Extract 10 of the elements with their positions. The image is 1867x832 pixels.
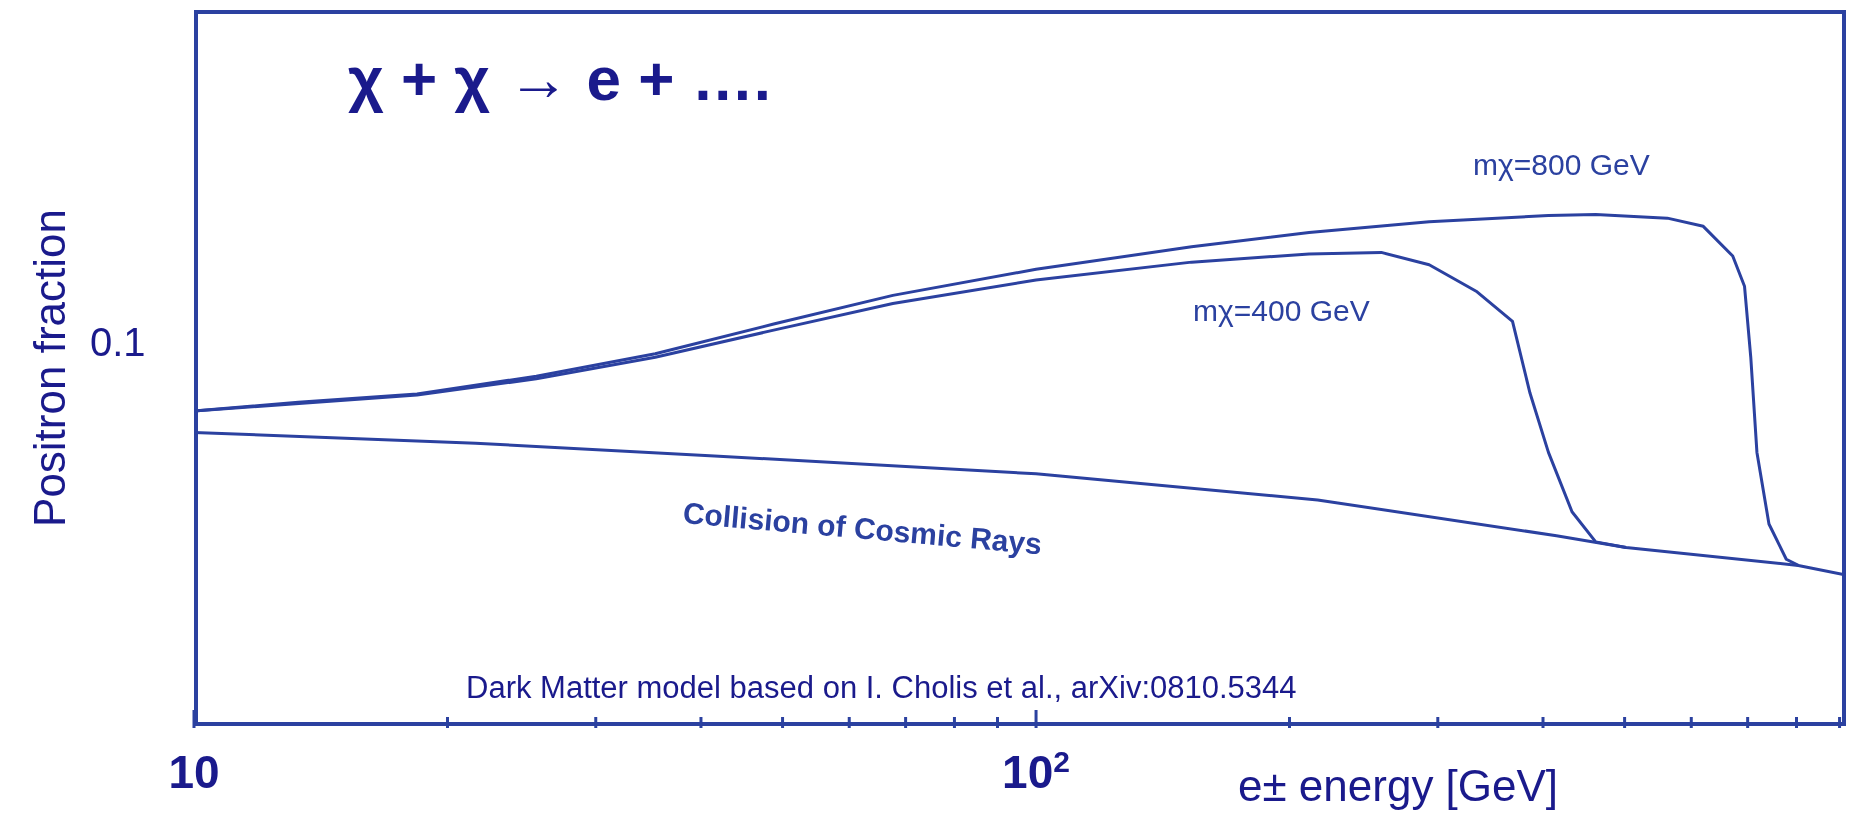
series-label: mχ=800 GeV [1473,148,1650,182]
text: 0.1 [90,320,146,365]
x-tick-label: 10 [168,746,220,798]
annotation: Dark Matter model based on I. Cholis et al., arXiv:0810.5344 [466,670,1297,706]
x-axis-title: e± energy [GeV] [1238,761,1559,811]
y-axis-title: Positron fraction [25,209,75,527]
series-label: Collision of Cosmic Rays [681,496,1044,562]
series-label: mχ=400 GeV [1193,294,1370,328]
x-tick-label: 10$^{2}$ [1002,744,1070,798]
text: χ + χ → e + …. [348,43,771,114]
